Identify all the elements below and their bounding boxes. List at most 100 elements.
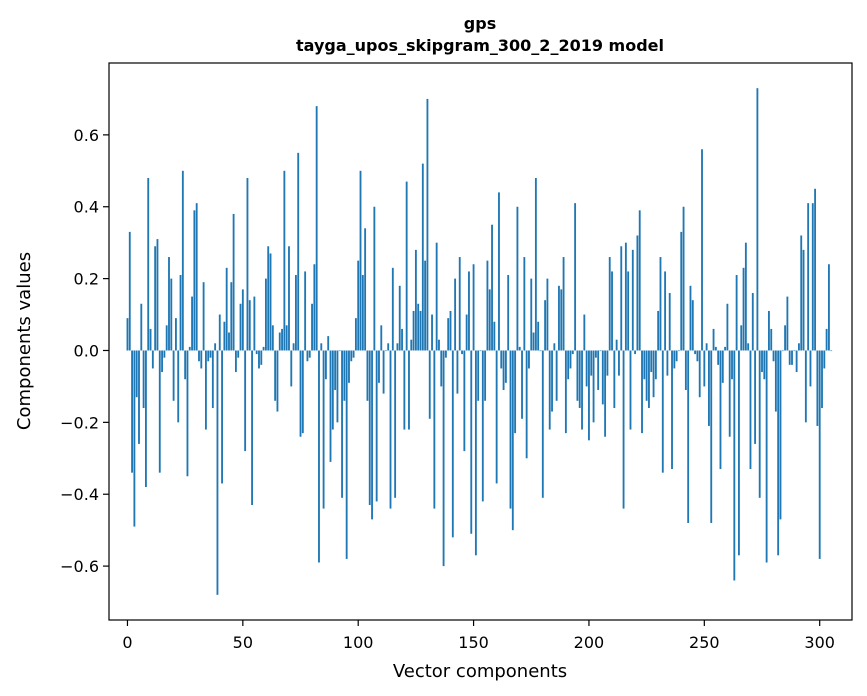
bar-113 (387, 343, 390, 351)
bar-43 (225, 267, 228, 351)
bar-57 (258, 350, 260, 369)
bar-214 (620, 246, 623, 351)
bar-11 (151, 350, 154, 369)
bar-22 (177, 350, 180, 423)
bar-126 (417, 303, 420, 351)
bar-28 (191, 296, 193, 351)
bar-261 (728, 350, 731, 437)
bar-17 (165, 325, 168, 351)
bar-166 (509, 350, 512, 509)
bar-250 (703, 350, 706, 387)
bar-255 (714, 346, 717, 351)
bar-52 (246, 177, 249, 351)
bar-63 (271, 325, 274, 351)
bar-169 (516, 206, 519, 351)
bars-group (126, 88, 833, 595)
bar-24 (181, 170, 184, 351)
bar-60 (264, 278, 267, 351)
bar-65 (276, 350, 279, 412)
bar-59 (262, 346, 265, 351)
bar-140 (449, 310, 452, 351)
bar-197 (581, 350, 583, 430)
bar-185 (553, 343, 556, 351)
bar-73 (294, 275, 297, 351)
bar-253 (710, 350, 713, 523)
bar-27 (188, 346, 191, 351)
bar-210 (611, 271, 613, 351)
bar-95 (345, 350, 348, 559)
bar-69 (285, 325, 288, 351)
bar-233 (664, 271, 667, 351)
bar-100 (357, 260, 360, 351)
x-tick-label: 200 (574, 633, 605, 652)
bar-121 (405, 181, 408, 351)
bar-244 (689, 285, 692, 351)
bar-101 (359, 170, 362, 351)
bar-2 (131, 350, 133, 473)
bar-149 (470, 350, 473, 534)
bar-125 (414, 249, 417, 351)
bar-106 (371, 350, 373, 520)
bar-247 (696, 350, 699, 362)
bar-8 (144, 350, 147, 488)
bar-245 (691, 300, 694, 351)
bar-297 (811, 203, 814, 351)
bar-196 (578, 350, 581, 408)
bar-104 (366, 350, 369, 401)
bar-55 (253, 296, 256, 351)
bar-42 (223, 321, 226, 351)
bar-183 (548, 350, 551, 430)
y-axis-label: Components values (14, 252, 35, 430)
bar-111 (382, 350, 385, 394)
bar-177 (534, 177, 537, 351)
bar-252 (708, 350, 710, 426)
bar-142 (454, 278, 457, 351)
bar-178 (537, 321, 540, 351)
bar-76 (301, 350, 304, 434)
bar-300 (818, 350, 821, 559)
x-axis-label: Vector components (393, 661, 567, 682)
bar-271 (751, 292, 754, 351)
bar-163 (502, 350, 505, 391)
x-tick-label: 300 (804, 633, 835, 652)
bar-283 (779, 350, 782, 520)
bar-278 (768, 310, 770, 351)
bar-195 (576, 350, 579, 401)
bar-21 (174, 318, 177, 351)
bar-301 (821, 350, 823, 408)
y-tick-label: 0.0 (74, 341, 99, 360)
bar-243 (687, 350, 690, 523)
bar-238 (675, 350, 678, 362)
bar-143 (456, 350, 459, 394)
bar-20 (172, 350, 175, 401)
bar-171 (521, 350, 523, 419)
bar-30 (195, 203, 198, 351)
bar-217 (627, 271, 630, 351)
bar-23 (179, 275, 182, 351)
bar-161 (498, 192, 500, 351)
bar-211 (613, 350, 616, 408)
bar-135 (438, 339, 440, 351)
bar-215 (622, 350, 625, 509)
bar-138 (444, 350, 447, 358)
bar-133 (433, 350, 436, 509)
bar-14 (158, 350, 161, 473)
bar-305 (830, 350, 833, 352)
bar-75 (299, 350, 302, 437)
bar-270 (749, 350, 752, 470)
bar-288 (791, 350, 793, 365)
bar-201 (590, 350, 593, 376)
bar-186 (555, 350, 558, 401)
bar-91 (336, 350, 339, 423)
bar-33 (202, 282, 205, 351)
bar-204 (597, 350, 600, 391)
bar-85 (322, 350, 325, 509)
bar-194 (574, 203, 577, 351)
bar-102 (361, 275, 364, 351)
bar-221 (636, 235, 639, 351)
bar-48 (237, 350, 240, 358)
bar-199 (585, 350, 588, 387)
bar-174 (528, 350, 530, 369)
bar-62 (269, 253, 272, 351)
bar-203 (594, 350, 597, 358)
